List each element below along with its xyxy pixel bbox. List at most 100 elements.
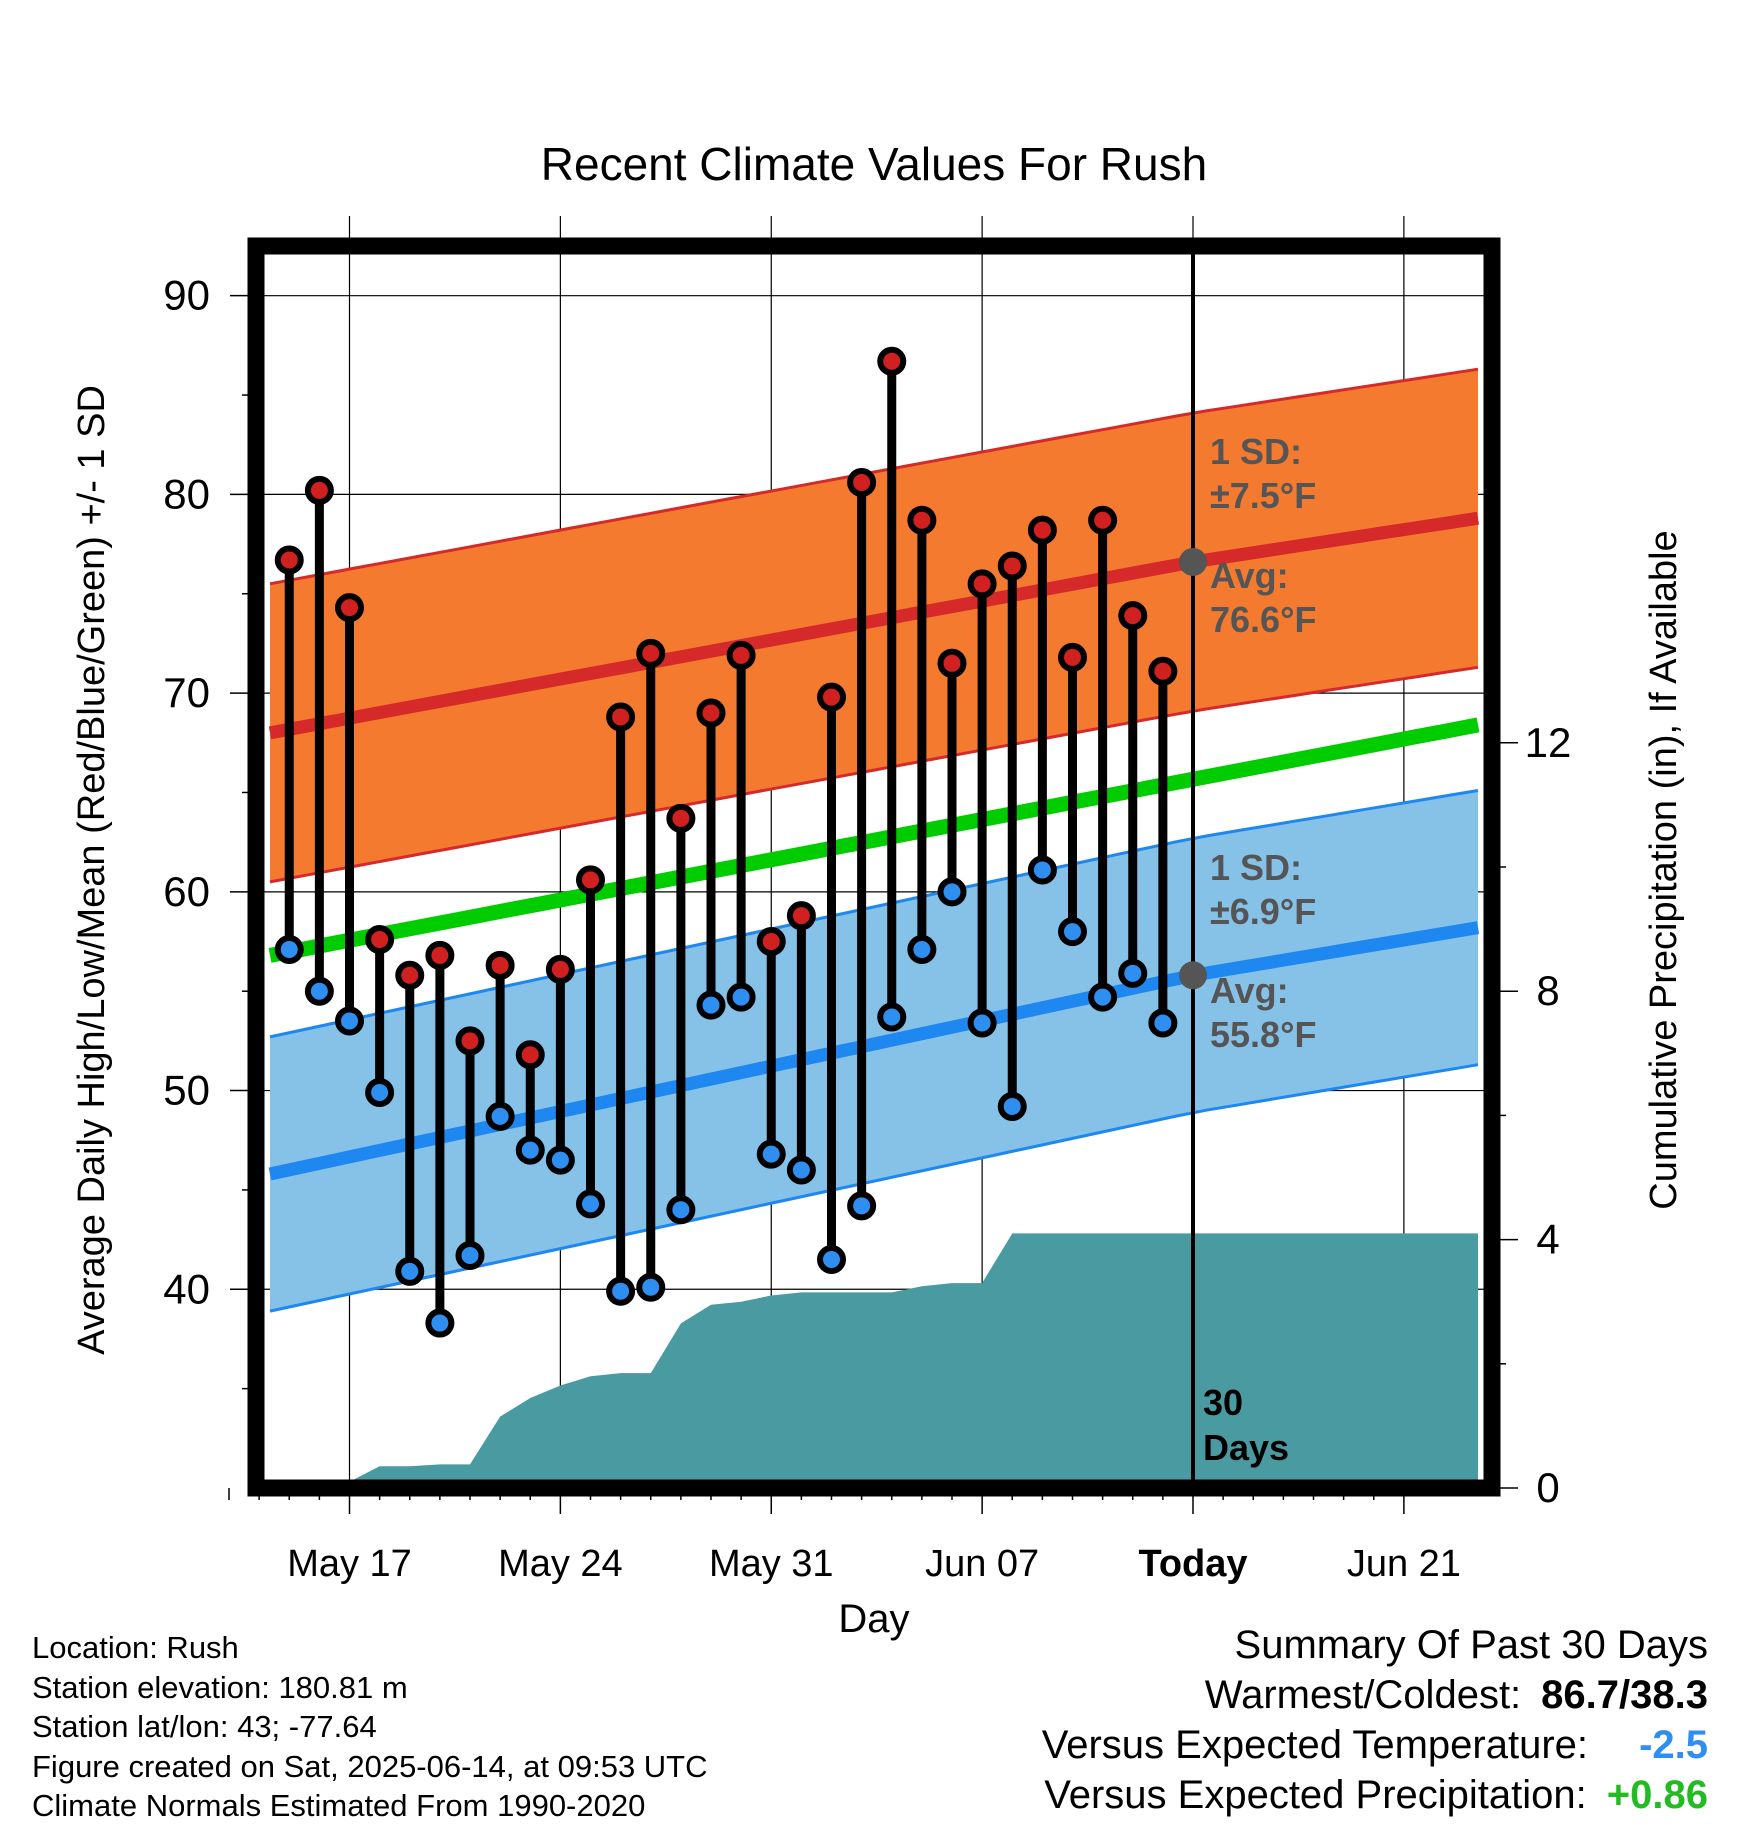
daily-low-marker (967, 1008, 997, 1038)
y2-tick-label: 0 (1536, 1464, 1559, 1511)
low-avg-today-marker (1179, 961, 1207, 990)
daily-low-marker (1118, 958, 1148, 988)
daily-low-marker (455, 1240, 485, 1270)
station-info: Location: Rush Station elevation: 180.81… (32, 1628, 708, 1826)
daily-high-marker (425, 940, 455, 970)
high-normal-line (268, 511, 1479, 740)
y-tick-label: 40 (163, 1265, 210, 1312)
daily-low-marker (1027, 855, 1057, 885)
summary-panel: Summary Of Past 30 Days Warmest/Coldest:… (1042, 1620, 1708, 1820)
daily-high-marker (967, 569, 997, 599)
daily-high-marker (335, 593, 364, 623)
low-sd-upper-edge (269, 789, 1479, 1039)
high-avg-label: Avg: (1210, 555, 1289, 596)
y2-axis-label: Cumulative Precipitation (in), If Availa… (1643, 530, 1685, 1209)
daily-high-marker (1088, 505, 1118, 535)
daily-low-marker (756, 1139, 786, 1169)
y-tick-label: 80 (163, 470, 210, 517)
x-tick-label: Jun 07 (925, 1543, 1039, 1585)
daily-high-marker (365, 925, 395, 955)
daily-high-marker (515, 1040, 545, 1070)
daily-mean-normal-line (268, 717, 1480, 963)
high-sd-lower-edge (269, 665, 1479, 884)
daily-high-marker (545, 954, 575, 984)
daily-high-marker (937, 648, 967, 678)
warmest-coldest-value: 86.7/38.3 (1541, 1673, 1708, 1717)
daily-low-marker (395, 1256, 425, 1286)
daily-low-marker (907, 934, 937, 964)
daily-high-marker (786, 901, 816, 931)
daily-high-marker (1148, 656, 1178, 686)
y-axis-label: Average Daily High/Low/Mean (Red/Blue/Gr… (71, 385, 113, 1355)
low-avg-label: Avg: (1210, 970, 1289, 1011)
x-tick-label: May 17 (287, 1543, 412, 1585)
high-sd-value: ±7.5°F (1210, 475, 1316, 516)
daily-low-marker (666, 1195, 696, 1225)
daily-high-marker (304, 475, 334, 505)
daily-high-marker (817, 682, 846, 712)
low-sd-label: 1 SD: (1210, 847, 1302, 888)
period-number: 30 (1203, 1382, 1243, 1423)
daily-low-marker (515, 1135, 545, 1165)
daily-high-marker (666, 803, 696, 833)
high-sd-label: 1 SD: (1210, 431, 1302, 472)
daily-low-marker (847, 1191, 877, 1221)
normals-text: Climate Normals Estimated From 1990-2020 (32, 1788, 646, 1823)
daily-low-marker (786, 1155, 816, 1185)
daily-high-marker (877, 346, 907, 376)
daily-high-marker (636, 638, 666, 668)
daily-high-marker (455, 1026, 485, 1056)
temp-anomaly-label: Versus Expected Temperature: (1041, 1723, 1588, 1767)
precip-anomaly-label: Versus Expected Precipitation: (1044, 1773, 1587, 1817)
x-axis-label: Day (838, 1597, 909, 1641)
daily-low-marker (877, 1002, 907, 1032)
low-sd-band (270, 790, 1478, 1312)
daily-low-marker (726, 982, 756, 1012)
daily-low-marker (545, 1145, 575, 1175)
daily-high-marker (696, 698, 726, 728)
daily-low-marker (304, 976, 334, 1006)
location-text: Location: Rush (32, 1630, 239, 1665)
daily-low-marker (485, 1101, 515, 1131)
period-unit: Days (1203, 1427, 1289, 1468)
warmest-coldest-row: Warmest/Coldest: 86.7/38.3 (1042, 1670, 1708, 1720)
created-text: Figure created on Sat, 2025-06-14, at 09… (32, 1748, 708, 1784)
daily-low-marker (425, 1308, 455, 1338)
daily-high-marker (726, 640, 756, 670)
daily-low-marker (696, 990, 726, 1020)
low-sd-value: ±6.9°F (1210, 891, 1316, 932)
y2-tick-label: 12 (1525, 719, 1572, 766)
daily-low-marker (606, 1276, 636, 1306)
daily-high-marker (274, 545, 304, 575)
daily-low-marker (636, 1272, 666, 1302)
warmest-coldest-label: Warmest/Coldest: (1204, 1673, 1522, 1717)
x-tick-label: May 24 (498, 1543, 623, 1585)
y-tick-label: 70 (163, 669, 210, 716)
temp-anomaly-row: Versus Expected Temperature: -2.5 (1042, 1720, 1708, 1770)
daily-high-marker (395, 960, 425, 990)
chart-title: Recent Climate Values For Rush (541, 138, 1207, 190)
precipitation-area (270, 1233, 1478, 1488)
daily-low-marker (365, 1078, 395, 1108)
summary-title: Summary Of Past 30 Days (1234, 1623, 1708, 1667)
daily-low-marker (937, 877, 967, 907)
daily-high-marker (606, 702, 636, 732)
latlon-text: Station lat/lon: 43; -77.64 (32, 1709, 377, 1744)
daily-high-marker (997, 551, 1027, 581)
daily-high-marker (847, 467, 877, 497)
daily-low-marker (1088, 982, 1118, 1012)
precip-anomaly-value: +0.86 (1606, 1773, 1708, 1817)
y2-tick-label: 4 (1536, 1216, 1559, 1263)
x-tick-label: Jun 21 (1347, 1543, 1461, 1585)
daily-high-marker (756, 927, 786, 957)
high-sd-upper-edge (269, 367, 1479, 586)
daily-low-marker (1058, 917, 1087, 947)
y2-tick-label: 8 (1536, 967, 1559, 1014)
y-tick-label: 50 (163, 1067, 210, 1114)
daily-low-marker (817, 1244, 846, 1274)
precip-anomaly-row: Versus Expected Precipitation: +0.86 (1042, 1770, 1708, 1820)
daily-high-marker (1058, 642, 1087, 672)
x-tick-label: May 31 (709, 1543, 834, 1585)
y-tick-label: 60 (163, 868, 210, 915)
